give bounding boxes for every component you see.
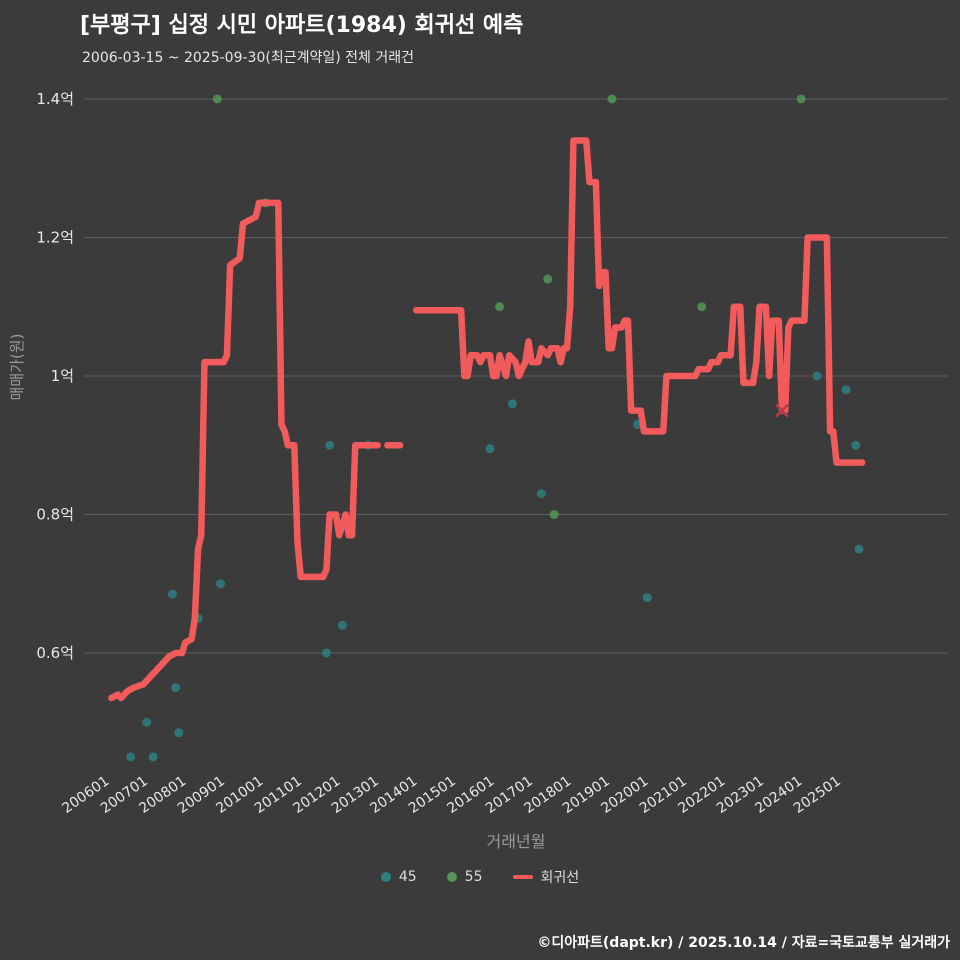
y-tick-label: 1억 xyxy=(51,367,74,385)
scatter-point-45 xyxy=(485,443,495,453)
scatter-point-45 xyxy=(642,592,652,602)
scatter-point-55 xyxy=(796,94,806,103)
y-tick-label: 0.8억 xyxy=(36,505,74,523)
scatter-point-55 xyxy=(212,94,222,103)
x-axis-title: 거래년월 xyxy=(487,832,546,851)
scatter-point-45 xyxy=(851,440,861,450)
y-tick-label: 1.4억 xyxy=(36,90,74,108)
scatter-point-45 xyxy=(321,648,331,657)
scatter-point-45 xyxy=(854,544,864,554)
scatter-point-45 xyxy=(148,751,158,761)
legend-item-55[interactable]: 55 xyxy=(446,868,483,885)
y-axis-title: 매매가(원) xyxy=(8,333,26,400)
legend-item-regression[interactable]: 회귀선 xyxy=(512,867,580,887)
scatter-point-45 xyxy=(841,384,851,394)
y-tick-label: 0.6억 xyxy=(36,644,74,662)
legend-label-45: 45 xyxy=(398,868,417,885)
legend-dot-55-icon xyxy=(446,871,457,882)
scatter-point-45 xyxy=(167,589,177,599)
scatter-point-45 xyxy=(812,371,822,380)
regression-line xyxy=(108,199,381,701)
scatter-point-55 xyxy=(543,274,553,284)
regression-line xyxy=(412,136,866,466)
scatter-point-55 xyxy=(495,301,505,311)
scatter-point-45 xyxy=(536,488,546,498)
legend-item-45[interactable]: 45 xyxy=(380,868,417,885)
scatter-point-45 xyxy=(174,727,184,737)
scatter-point-45 xyxy=(216,578,225,588)
scatter-point-55 xyxy=(549,509,559,519)
chart-legend: 45 55 회귀선 xyxy=(0,867,960,887)
chart-header: [부평구] 십정 시민 아파트(1984) 회귀선 예측 2006-03-15 … xyxy=(0,0,960,67)
scatter-point-55 xyxy=(607,94,617,103)
scatter-point-45 xyxy=(325,440,335,450)
price-regression-chart: 1.4억1.2억1억0.8억0.6억2006012007012008012009… xyxy=(8,90,948,851)
scatter-point-45 xyxy=(142,717,152,727)
legend-label-55: 55 xyxy=(464,868,483,885)
y-tick-label: 1.2억 xyxy=(36,228,74,246)
scatter-point-45 xyxy=(337,620,347,630)
legend-line-regression-icon xyxy=(512,874,533,879)
legend-label-regression: 회귀선 xyxy=(540,869,580,886)
chart-subtitle: 2006-03-15 ~ 2025-09-30(최근계약일) 전체 거래건 xyxy=(82,49,414,66)
scatter-point-55 xyxy=(697,301,707,311)
scatter-point-45 xyxy=(507,398,517,408)
scatter-point-45 xyxy=(126,751,136,761)
prediction-x-marker xyxy=(775,403,789,418)
copyright-credit: ©디아파트(dapt.kr) / 2025.10.14 / 자료=국토교통부 실… xyxy=(537,935,950,951)
legend-dot-45-icon xyxy=(380,871,391,882)
scatter-point-45 xyxy=(171,682,181,692)
page-title: [부평구] 십정 시민 아파트(1984) 회귀선 예측 xyxy=(80,13,524,38)
